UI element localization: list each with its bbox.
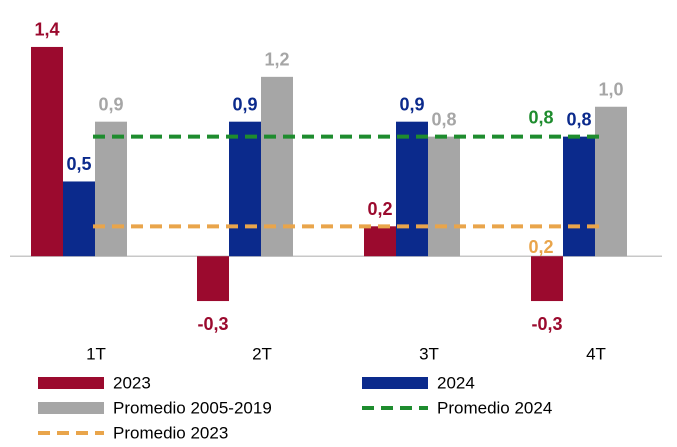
data-label: 0,2: [367, 199, 392, 219]
x-tick-label: 2T: [252, 344, 272, 363]
data-label: 0,9: [232, 94, 257, 114]
bar: [63, 181, 95, 257]
legend-label: 2024: [437, 373, 475, 392]
bar: [229, 121, 261, 257]
legend-swatch: [38, 377, 104, 389]
data-label: 0,8: [431, 109, 456, 129]
data-label: 0,8: [566, 109, 591, 129]
data-label: -0,3: [531, 314, 562, 334]
bar: [563, 136, 595, 257]
data-label: 0,9: [98, 94, 123, 114]
x-tick-label: 4T: [586, 344, 606, 363]
bar: [428, 136, 460, 257]
legend-label: Promedio 2024: [437, 398, 552, 417]
bar: [95, 121, 127, 257]
data-label: 0,9: [399, 94, 424, 114]
x-tick-label: 1T: [86, 344, 106, 363]
bar: [261, 76, 293, 257]
bar: [197, 256, 229, 302]
bar: [531, 256, 563, 302]
legend-swatch: [362, 377, 428, 389]
bar: [396, 121, 428, 257]
data-label: -0,3: [197, 314, 228, 334]
reference-label: 0,8: [528, 107, 553, 127]
bar: [364, 226, 396, 257]
legend-swatch: [38, 402, 104, 414]
reference-label: 0,2: [528, 237, 553, 257]
data-label: 1,4: [34, 20, 59, 40]
data-label: 0,5: [66, 154, 91, 174]
bar: [595, 106, 627, 257]
legend-label: 2023: [113, 373, 151, 392]
bar: [31, 46, 63, 257]
data-label: 1,2: [264, 50, 289, 70]
legend-label: Promedio 2023: [113, 423, 228, 442]
legend-label: Promedio 2005-2019: [113, 398, 272, 417]
x-tick-label: 3T: [419, 344, 439, 363]
data-label: 1,0: [598, 79, 623, 99]
